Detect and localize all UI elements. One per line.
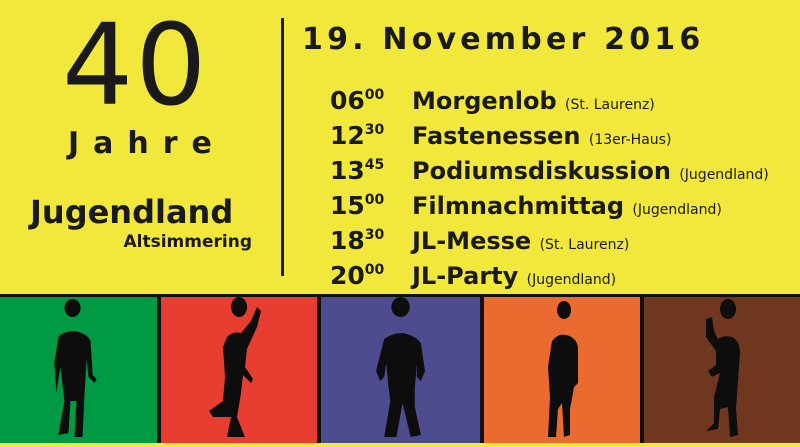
schedule-time: 0600 bbox=[330, 86, 384, 116]
event-name: Filmnachmittag bbox=[412, 192, 625, 220]
dancer-silhouette-icon bbox=[548, 301, 578, 437]
time-minute: 45 bbox=[364, 157, 385, 173]
event-location: (St. Laurenz) bbox=[565, 97, 655, 113]
event-name: JL-Party bbox=[412, 262, 519, 290]
time-hour: 12 bbox=[330, 121, 365, 150]
schedule-event: JL-Messe (St. Laurenz) bbox=[412, 226, 629, 260]
event-location: (Jugendland) bbox=[526, 272, 617, 288]
divider bbox=[281, 18, 284, 276]
time-minute: 30 bbox=[364, 227, 385, 243]
schedule-time: 1830 bbox=[330, 226, 384, 256]
event-name: Podiumsdiskussion bbox=[412, 157, 671, 185]
organization-name: Jugendland bbox=[30, 193, 234, 231]
dancer-silhouette-icon bbox=[376, 297, 425, 437]
time-minute: 30 bbox=[364, 122, 385, 138]
event-date: 19. November 2016 bbox=[302, 22, 705, 57]
schedule-event: Fastenessen (13er-Haus) bbox=[412, 121, 671, 155]
schedule-event: JL-Party (Jugendland) bbox=[412, 261, 616, 295]
schedule-time: 1345 bbox=[330, 156, 384, 186]
time-hour: 15 bbox=[330, 191, 365, 220]
event-location: (St. Laurenz) bbox=[539, 237, 630, 253]
time-minute: 00 bbox=[364, 192, 385, 208]
schedule-time: 2000 bbox=[330, 261, 384, 291]
organization-place: Altsimmering bbox=[123, 232, 253, 252]
color-panel bbox=[161, 297, 317, 443]
event-location: (Jugendland) bbox=[632, 202, 722, 218]
time-hour: 18 bbox=[330, 226, 365, 255]
anniversary-number: 40 bbox=[62, 1, 209, 131]
time-hour: 20 bbox=[330, 261, 365, 290]
schedule-event: Morgenlob (St. Laurenz) bbox=[412, 86, 655, 120]
dancer-silhouette-icon bbox=[706, 299, 740, 437]
schedule-event: Filmnachmittag (Jugendland) bbox=[412, 191, 722, 225]
color-panel bbox=[321, 297, 480, 443]
time-minute: 00 bbox=[364, 262, 385, 278]
years-label: Jahre bbox=[68, 126, 226, 161]
event-name: Morgenlob bbox=[412, 87, 557, 115]
color-panel bbox=[484, 297, 640, 443]
time-hour: 06 bbox=[330, 86, 365, 115]
time-hour: 13 bbox=[330, 156, 365, 185]
schedule-time: 1230 bbox=[330, 121, 384, 151]
event-name: Fastenessen bbox=[412, 122, 581, 150]
color-panel bbox=[0, 297, 157, 443]
event-location: (13er-Haus) bbox=[588, 132, 672, 148]
color-panel bbox=[644, 297, 800, 443]
dancer-silhouette-icon bbox=[209, 297, 261, 437]
event-location: (Jugendland) bbox=[679, 167, 769, 183]
schedule-time: 1500 bbox=[330, 191, 384, 221]
schedule-event: Podiumsdiskussion (Jugendland) bbox=[412, 156, 769, 190]
time-minute: 00 bbox=[364, 87, 385, 103]
event-name: JL-Messe bbox=[412, 227, 532, 255]
dancer-silhouette-icon bbox=[54, 299, 97, 437]
silhouette-band bbox=[0, 294, 800, 443]
